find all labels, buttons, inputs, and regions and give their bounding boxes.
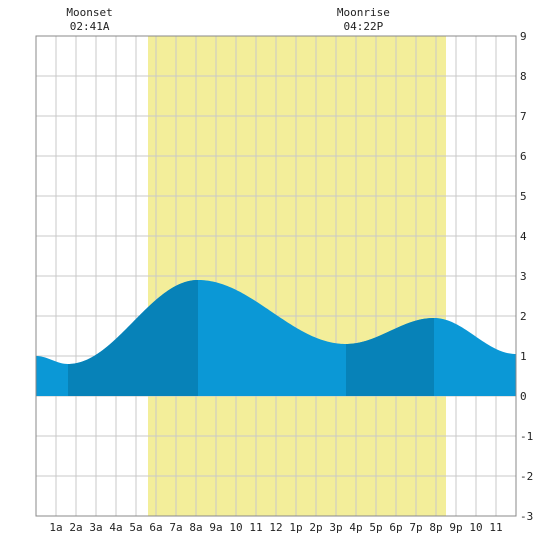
x-tick-label: 11 (489, 521, 502, 534)
y-tick-label: 6 (520, 150, 527, 163)
x-tick-label: 8a (189, 521, 202, 534)
y-tick-label: -3 (520, 510, 533, 523)
y-tick-label: 1 (520, 350, 527, 363)
x-tick-label: 7a (169, 521, 182, 534)
y-tick-label: -1 (520, 430, 533, 443)
x-tick-label: 6p (389, 521, 402, 534)
x-tick-label: 1a (49, 521, 62, 534)
moon-event-time: 04:22P (344, 20, 384, 33)
x-tick-label: 9p (449, 521, 462, 534)
plot-border (35, 35, 517, 517)
tide-area-layer (36, 280, 516, 396)
y-tick-label: 5 (520, 190, 527, 203)
x-tick-label: 10 (229, 521, 242, 534)
y-tick-label: 8 (520, 70, 527, 83)
x-tick-label: 1p (289, 521, 302, 534)
x-tick-label: 12 (269, 521, 282, 534)
x-tick-label: 2p (309, 521, 322, 534)
x-tick-labels: 1a 2a 3a 4a 5a 6a 7a 8a 9a 10 11 12 1p 2p 3p 4p 5p 6p 7p 8p… (49, 521, 502, 534)
y-tick-label: 3 (520, 270, 527, 283)
x-tick-label: 10 (469, 521, 482, 534)
x-tick-label: 4p (349, 521, 362, 534)
y-tick-label: 2 (520, 310, 527, 323)
tide-band-dark (68, 280, 198, 396)
x-tick-label: 4a (109, 521, 122, 534)
y-tick-labels: 9 8 7 6 5 4 3 2 1 0 -1 -2 -3 (520, 30, 533, 523)
x-tick-label: 8p (429, 521, 442, 534)
x-tick-label: 3a (89, 521, 102, 534)
x-tick-label: 5p (369, 521, 382, 534)
y-tick-label: 7 (520, 110, 527, 123)
x-tick-label: 5a (129, 521, 142, 534)
y-tick-label: 0 (520, 390, 527, 403)
x-tick-label: 6a (149, 521, 162, 534)
tide-band-dark (346, 318, 434, 396)
x-tick-label: 3p (329, 521, 342, 534)
y-tick-label: -2 (520, 470, 533, 483)
moon-event-label: Moonset (66, 6, 112, 19)
x-tick-label: 7p (409, 521, 422, 534)
x-tick-label: 9a (209, 521, 222, 534)
x-tick-label: 11 (249, 521, 262, 534)
moon-event-time: 02:41A (70, 20, 110, 33)
x-tick-label: 2a (69, 521, 82, 534)
y-tick-label: 4 (520, 230, 527, 243)
y-tick-label: 9 (520, 30, 527, 43)
moon-event-label: Moonrise (337, 6, 390, 19)
